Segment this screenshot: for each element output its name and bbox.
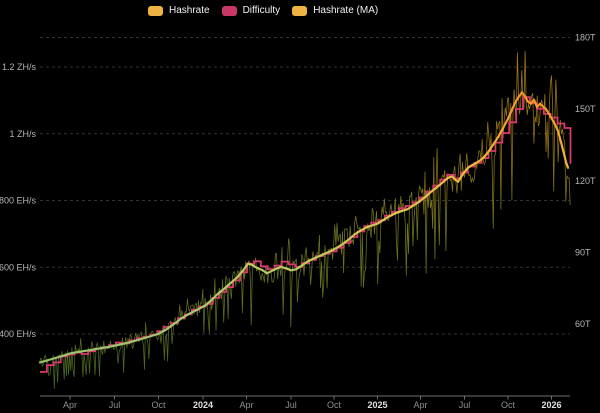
legend-swatch (148, 6, 163, 16)
x-axis-label: Jul (109, 400, 121, 410)
y-axis-right-label: 60T (575, 319, 591, 329)
y-axis-right-label: 90T (575, 247, 591, 257)
y-axis-left-label: 400 EH/s (0, 329, 36, 339)
y-axis-right-label: 180T (575, 32, 596, 42)
y-axis-left-label: 1 ZH/s (9, 129, 36, 139)
legend-label: Hashrate (169, 5, 210, 16)
difficulty-series (40, 96, 572, 373)
y-axis-right-label: 120T (575, 176, 596, 186)
chart-legend: Hashrate Difficulty Hashrate (MA) (148, 6, 378, 16)
x-axis-label: Jul (285, 400, 297, 410)
x-axis-label: Oct (327, 400, 342, 410)
legend-label: Difficulty (242, 5, 281, 16)
x-axis-label: Oct (501, 400, 516, 410)
hashrate-ma-series (38, 91, 570, 364)
y-axis-left-label: 1.2 ZH/s (2, 62, 37, 72)
legend-item-hashrate[interactable]: Hashrate (148, 6, 210, 16)
legend-swatch (221, 6, 237, 16)
y-axis-left-label: 800 EH/s (0, 196, 36, 206)
legend-swatch (292, 6, 308, 16)
x-axis-label: Oct (151, 400, 166, 410)
legend-label: Hashrate (MA) (313, 5, 379, 16)
x-axis-label: Apr (239, 400, 253, 410)
y-axis-right-label: 150T (575, 104, 596, 114)
x-axis-label: 2026 (541, 400, 561, 410)
x-axis-label: 2025 (367, 400, 387, 410)
hashrate-raw-series (39, 51, 571, 389)
y-axis-left-label: 600 EH/s (0, 262, 36, 272)
legend-item-difficulty[interactable]: Difficulty (221, 5, 281, 16)
x-axis-label: Jul (459, 400, 471, 410)
x-axis-label: Apr (413, 400, 427, 410)
legend-item-hashrate-ma[interactable]: Hashrate (MA) (292, 6, 378, 16)
x-axis-label: Apr (63, 400, 77, 410)
x-axis-label: 2024 (193, 400, 213, 410)
